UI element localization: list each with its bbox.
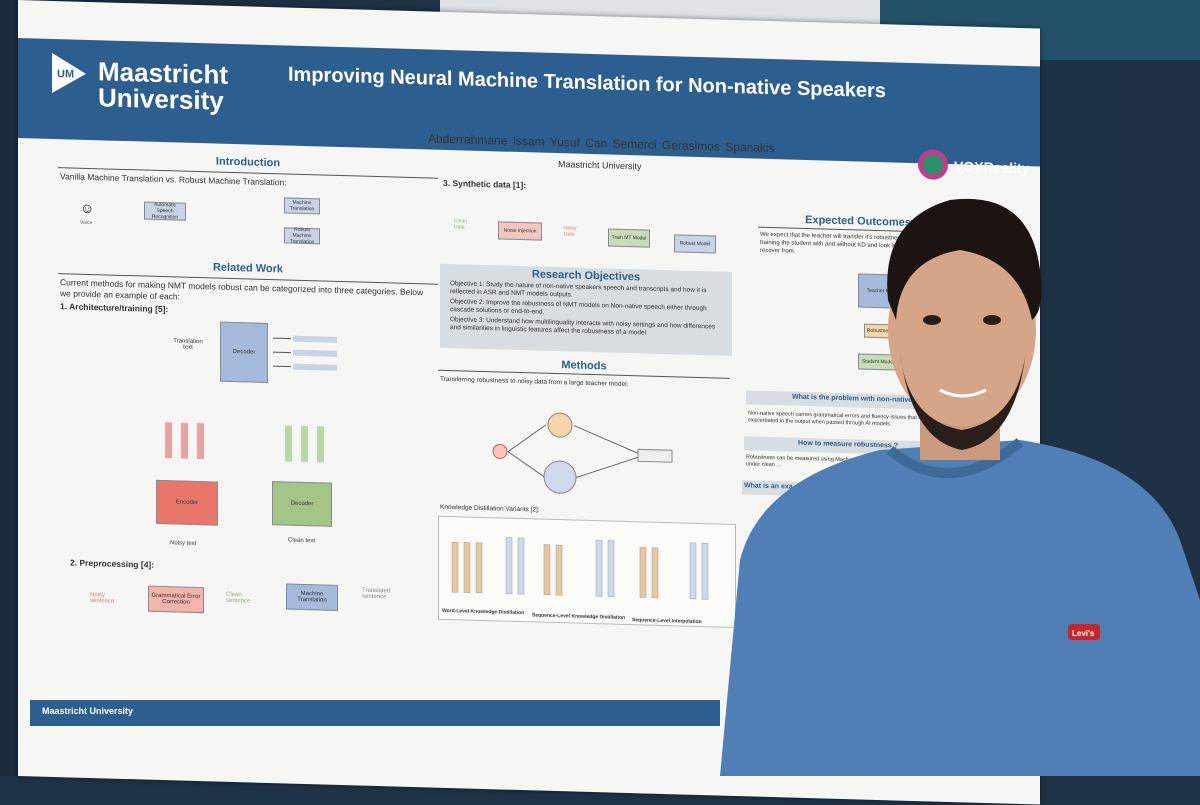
mt-box: Machine Translation — [284, 197, 320, 215]
translation-text-label: Translation text — [173, 338, 203, 351]
synthetic-heading: 3. Synthetic data [1]: — [443, 177, 527, 191]
rmt-box: Robust Machine Translation — [284, 227, 320, 245]
top-decoder-box: Decoder — [220, 321, 268, 383]
intro-title: Introduction — [215, 155, 281, 170]
vox-logo-text: VOXReality — [954, 158, 1030, 177]
gec-box: Grammatical Error Correction — [148, 585, 204, 614]
output-tokens-icon — [273, 335, 337, 371]
university-logo-icon: UM — [52, 52, 86, 93]
encoder-box: Encoder — [156, 479, 218, 526]
intro-subtitle: Vanilla Machine Translation vs. Robust M… — [60, 171, 287, 188]
encoder-states-icon — [165, 422, 204, 460]
translated-sentence-label: Translated sentence — [362, 587, 391, 601]
poster-title: Improving Neural Machine Translation for… — [288, 63, 886, 103]
poster-header: UM Maastricht University Improving Neura… — [18, 38, 1040, 167]
poster-affiliation: Maastricht University — [558, 159, 642, 172]
footer-text: Maastricht University — [42, 706, 134, 716]
preproc-heading: 2. Preprocessing [4]: — [70, 557, 155, 570]
person-photo: Levi's — [720, 198, 1200, 776]
kd-variants-icon — [451, 537, 709, 600]
decoder-box: Decoder — [272, 481, 332, 527]
clean-sentence-label: Clean sentence — [226, 591, 251, 605]
clean-data-label: Clean Data — [454, 218, 468, 231]
methods-text: Transferring robustness to noisy data fr… — [440, 375, 629, 389]
noisy-data-label: Noisy Data — [564, 225, 577, 238]
vox-logo-icon — [918, 149, 948, 180]
poster-footer — [30, 700, 720, 726]
svg-text:Levi's: Levi's — [1072, 629, 1095, 638]
speaker-icon: ☺ — [80, 199, 95, 217]
kd-diagram-icon — [492, 412, 673, 494]
svg-text:UM: UM — [57, 68, 74, 80]
poster: UM Maastricht University Improving Neura… — [18, 0, 1040, 805]
noisy-sentence-label: Noisy sentence — [90, 592, 115, 605]
clean-text-label: Clean text — [288, 537, 316, 545]
train-mt-box: Train MT Model — [608, 228, 650, 248]
university-logo-text: Maastricht University — [98, 56, 228, 116]
voice-label: Voice — [80, 219, 93, 227]
asr-box: Automatic Speech Recognition — [144, 201, 186, 221]
noise-injection-box: Noise Injection — [498, 221, 542, 241]
arch-heading: 1. Architecture/training [5]: — [60, 301, 169, 315]
gec-mt-box: Machine Translation — [286, 583, 338, 611]
related-title: Related Work — [212, 261, 284, 276]
kd-heading: Knowledge Distillation Variants [2]: — [440, 503, 540, 514]
noisy-text-label: Noisy text — [170, 540, 197, 547]
decoder-states-icon — [285, 425, 324, 463]
logo-line-2: University — [98, 82, 224, 116]
